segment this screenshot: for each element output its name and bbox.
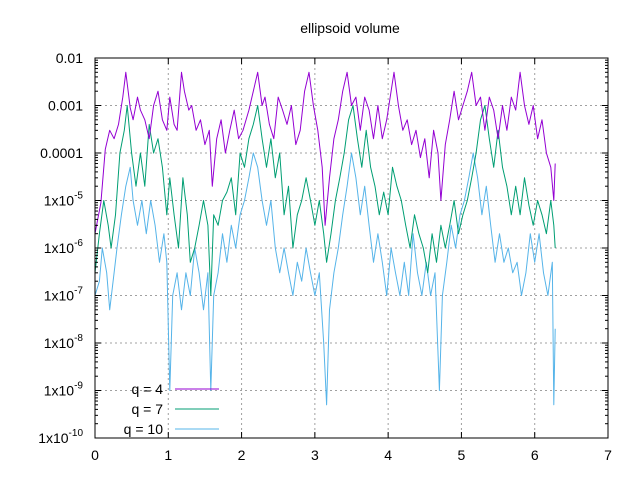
x-tick-label: 1 bbox=[164, 447, 172, 463]
series-line-q-7 bbox=[94, 105, 556, 296]
y-tick-label: 1x10-9 bbox=[44, 381, 84, 399]
y-tick-base: 0.01 bbox=[56, 50, 83, 66]
x-tick-label: 3 bbox=[311, 447, 319, 463]
y-tick-label: 1x10-6 bbox=[44, 238, 84, 256]
ticks: 0 1 2 3 4 5 6 70.010.0010.00011x10-51x10-61x10-… bbox=[38, 50, 612, 463]
x-tick-label: 6 bbox=[531, 447, 539, 463]
y-tick-label: 1x10-7 bbox=[44, 286, 84, 304]
y-tick-base: 1x10 bbox=[44, 288, 75, 304]
series-line-q-10 bbox=[94, 152, 556, 406]
y-tick-label: 0.01 bbox=[56, 50, 83, 66]
y-tick-label: 0.0001 bbox=[40, 145, 83, 161]
y-tick-label: 1x10-5 bbox=[44, 191, 84, 209]
y-tick-base: 1x10 bbox=[44, 383, 75, 399]
legend-label: q = 7 bbox=[131, 401, 163, 417]
x-tick-label: 5 bbox=[458, 447, 466, 463]
y-tick-exponent: -9 bbox=[74, 381, 83, 392]
y-tick-base: 1x10 bbox=[44, 335, 75, 351]
y-tick-exponent: -10 bbox=[69, 428, 84, 439]
y-tick-base: 0.001 bbox=[48, 98, 83, 114]
y-tick-base: 1x10 bbox=[44, 240, 75, 256]
x-tick-label: 0 bbox=[91, 447, 99, 463]
y-tick-exponent: -8 bbox=[74, 333, 83, 344]
y-tick-base: 1x10 bbox=[38, 430, 69, 446]
y-tick-exponent: -7 bbox=[74, 286, 83, 297]
chart-title: ellipsoid volume bbox=[300, 20, 400, 36]
legend-label: q = 4 bbox=[131, 381, 163, 397]
legend: q = 4 q = 7 q = 10 bbox=[124, 381, 219, 437]
y-tick-exponent: -5 bbox=[74, 191, 83, 202]
series-line-q-4 bbox=[94, 71, 556, 234]
y-tick-exponent: -6 bbox=[74, 238, 83, 249]
x-tick-label: 4 bbox=[384, 447, 392, 463]
legend-label: q = 10 bbox=[124, 421, 164, 437]
y-tick-label: 0.001 bbox=[48, 98, 83, 114]
y-tick-base: 0.0001 bbox=[40, 145, 83, 161]
series-group bbox=[94, 71, 556, 406]
x-tick-label: 2 bbox=[238, 447, 246, 463]
y-tick-label: 1x10-10 bbox=[38, 428, 83, 446]
y-tick-base: 1x10 bbox=[44, 193, 75, 209]
x-tick-label: 7 bbox=[604, 447, 612, 463]
y-tick-label: 1x10-8 bbox=[44, 333, 84, 351]
